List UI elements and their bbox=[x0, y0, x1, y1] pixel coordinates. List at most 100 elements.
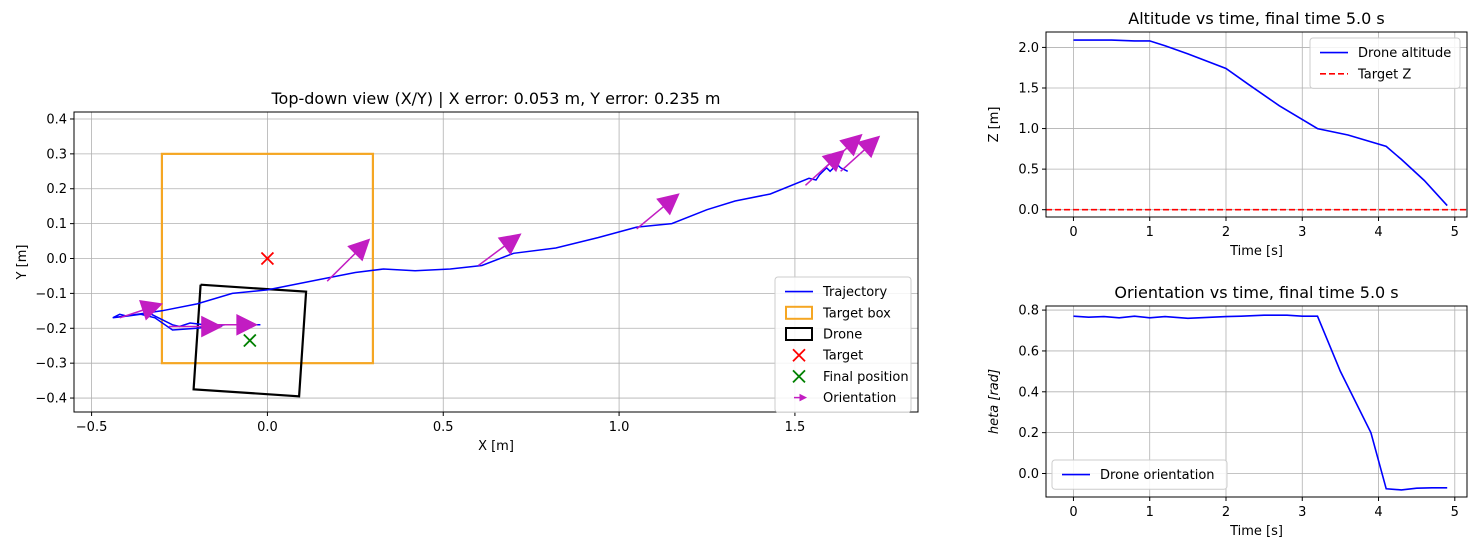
orientation-arrow-head bbox=[139, 300, 163, 321]
target-marker-stroke-b bbox=[260, 251, 275, 266]
y-tick-label: 0.5 bbox=[1018, 163, 1039, 178]
legend-label: Target Z bbox=[1357, 67, 1411, 82]
y-tick-label: 1.0 bbox=[1018, 122, 1039, 137]
legend-label: Orientation bbox=[823, 391, 896, 406]
legend-label: Trajectory bbox=[822, 285, 887, 300]
orientation-arrow-head bbox=[856, 135, 881, 159]
legend: Drone orientation bbox=[1051, 459, 1228, 490]
legend-entry: Drone bbox=[785, 327, 862, 343]
x-tick-label: 0 bbox=[1069, 225, 1077, 240]
orientation-arrow-shaft bbox=[822, 147, 848, 171]
x-tick-label: 1.5 bbox=[785, 420, 806, 435]
legend: Drone altitude Target Z bbox=[1309, 37, 1461, 89]
x-tick-label: 2 bbox=[1222, 225, 1230, 240]
chart-title: Top-down view (X/Y) | X error: 0.053 m, … bbox=[270, 89, 720, 108]
legend-handle-x-stroke-b bbox=[792, 369, 806, 384]
legend-handle-x bbox=[792, 348, 806, 362]
legend-label: Target box bbox=[822, 306, 891, 321]
target-marker bbox=[260, 251, 275, 266]
trajectory-line bbox=[112, 163, 849, 331]
orientation-arrow-shaft bbox=[636, 206, 664, 230]
orientation-arrow-head bbox=[236, 313, 258, 336]
orientation-arrow-head bbox=[656, 193, 680, 216]
orientation-arrow bbox=[822, 133, 863, 171]
legend-handle-x-stroke-b bbox=[792, 348, 806, 362]
legend: Trajectory Target box Drone Target Final pos… bbox=[774, 276, 912, 413]
legend-label: Drone altitude bbox=[1358, 46, 1451, 61]
orientation-arrow bbox=[636, 193, 680, 230]
x-tick-label: 1 bbox=[1146, 505, 1154, 520]
x-tick-label: 5 bbox=[1451, 225, 1459, 240]
x-axis-label: Time [s] bbox=[1229, 524, 1283, 539]
orientation-arrow bbox=[840, 135, 881, 172]
plot-area bbox=[1073, 314, 1448, 491]
y-tick-label: −0.4 bbox=[35, 392, 67, 407]
axes-frame bbox=[1045, 305, 1468, 498]
x-tick-label: 0.5 bbox=[433, 420, 454, 435]
orientation-arrow-head bbox=[347, 238, 371, 262]
legend-entry: Orientation bbox=[794, 391, 896, 406]
chart-altitude: 0 1 2 3 4 5 0.0 0.5 1.0 1.5 2.0 Altitude vs time, f… bbox=[987, 9, 1468, 259]
legend-label: Drone bbox=[823, 328, 862, 343]
legend-handle-box bbox=[785, 327, 813, 341]
y-tick-label: 0.2 bbox=[46, 182, 67, 197]
y-tick-label: 0.0 bbox=[1018, 203, 1039, 218]
y-tick-label: 2.0 bbox=[1018, 41, 1039, 56]
x-tick-label: 2 bbox=[1222, 505, 1230, 520]
orientation-arrow-head bbox=[201, 315, 223, 338]
chart-orientation: 0 1 2 3 4 5 0.0 0.2 0.4 0.6 0.8 Orientation vs time… bbox=[987, 283, 1468, 539]
orientation-arrow bbox=[326, 238, 371, 282]
x-tick-label: 3 bbox=[1298, 225, 1306, 240]
orientation-arrow-head bbox=[497, 233, 522, 256]
legend-entry: Trajectory bbox=[785, 285, 887, 300]
orientation-arrow-shaft bbox=[840, 149, 865, 172]
legend-entry: Final position bbox=[792, 369, 909, 385]
x-axis-label: Time [s] bbox=[1229, 244, 1283, 259]
y-tick-label: 0.0 bbox=[1018, 467, 1039, 482]
y-tick-label: 0.4 bbox=[46, 112, 67, 127]
chart-topdown: −0.5 0.0 0.5 1.0 1.5 −0.4 −0.3 −0.2 −0.1 0.0 0.1 0.… bbox=[15, 89, 919, 454]
orientation-arrow-shaft bbox=[477, 245, 506, 267]
y-tick-label: −0.1 bbox=[35, 287, 67, 302]
x-tick-label: 5 bbox=[1451, 505, 1459, 520]
target-box bbox=[160, 152, 375, 365]
orientation-arrow bbox=[168, 315, 223, 338]
x-tick-label: −0.5 bbox=[76, 420, 108, 435]
orientation-arrow bbox=[119, 300, 163, 321]
legend-entry: Drone altitude bbox=[1320, 46, 1451, 61]
y-tick-label: 1.5 bbox=[1018, 81, 1039, 96]
final-position-marker bbox=[243, 333, 257, 348]
orientation-arrow-shaft bbox=[326, 252, 356, 282]
plot-area bbox=[112, 133, 881, 398]
x-tick-label: 0.0 bbox=[257, 420, 278, 435]
y-tick-label: 0.3 bbox=[46, 147, 67, 162]
x-tick-label: 4 bbox=[1374, 225, 1382, 240]
axes-frame bbox=[73, 111, 919, 413]
chart-title: Altitude vs time, final time 5.0 s bbox=[1128, 9, 1384, 28]
legend-frame bbox=[774, 276, 912, 413]
series-line bbox=[1073, 314, 1448, 491]
y-axis-label: heta [rad] bbox=[987, 369, 1002, 434]
axes-frame bbox=[1045, 31, 1468, 218]
x-tick-label: 4 bbox=[1374, 505, 1382, 520]
series-line bbox=[1073, 39, 1448, 207]
legend-entry: Target bbox=[792, 348, 863, 364]
y-axis-label: Y [m] bbox=[15, 245, 30, 281]
legend-frame bbox=[1309, 37, 1461, 89]
x-tick-label: 1.0 bbox=[609, 420, 630, 435]
final-position-marker-stroke-b bbox=[243, 333, 257, 348]
orientation-arrow-shaft bbox=[119, 309, 144, 319]
y-tick-label: 0.4 bbox=[1018, 385, 1039, 400]
x-axis-label: X [m] bbox=[478, 439, 514, 454]
y-tick-label: 0.1 bbox=[46, 217, 67, 232]
y-tick-label: −0.3 bbox=[35, 357, 67, 372]
orientation-arrow-head bbox=[839, 133, 863, 157]
legend-handle-x bbox=[792, 369, 806, 384]
legend-label: Drone orientation bbox=[1100, 468, 1215, 483]
y-axis-label: Z [m] bbox=[987, 107, 1002, 143]
x-tick-label: 1 bbox=[1146, 225, 1154, 240]
x-tick-label: 0 bbox=[1069, 505, 1077, 520]
legend-handle-arrow bbox=[794, 393, 808, 402]
legend-label: Target bbox=[822, 349, 863, 364]
